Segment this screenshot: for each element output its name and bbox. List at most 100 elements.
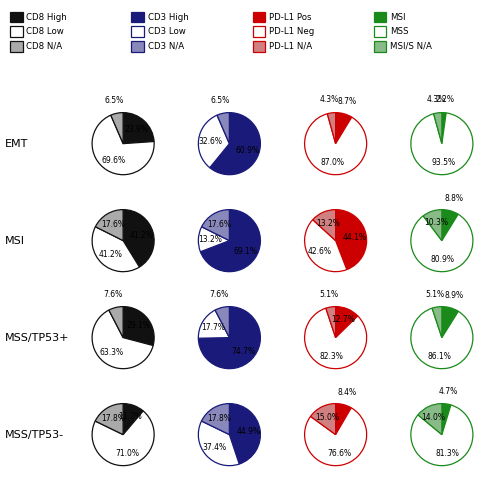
Text: 37.4%: 37.4% [203, 443, 227, 452]
Text: MSS: MSS [390, 27, 409, 36]
Text: 87.0%: 87.0% [321, 158, 345, 167]
Text: 5.1%: 5.1% [426, 289, 444, 299]
Text: 17.6%: 17.6% [208, 220, 232, 229]
Text: 7.6%: 7.6% [210, 290, 229, 299]
Text: 12.7%: 12.7% [331, 315, 355, 325]
Text: 42.6%: 42.6% [308, 247, 332, 256]
Text: 8.9%: 8.9% [444, 291, 464, 300]
Text: 41.2%: 41.2% [130, 231, 154, 240]
Text: 63.3%: 63.3% [99, 348, 123, 357]
Text: MSI: MSI [390, 13, 406, 21]
Text: 4.3%: 4.3% [320, 96, 340, 104]
Wedge shape [304, 408, 366, 466]
Wedge shape [432, 306, 442, 338]
Wedge shape [217, 113, 230, 143]
Text: 6.5%: 6.5% [104, 96, 124, 105]
Wedge shape [310, 404, 336, 435]
Wedge shape [411, 405, 473, 466]
Wedge shape [210, 113, 260, 175]
Text: 17.7%: 17.7% [201, 323, 225, 332]
Text: 4.3%: 4.3% [426, 96, 446, 104]
Wedge shape [200, 210, 260, 272]
Text: 17.8%: 17.8% [207, 414, 231, 423]
Text: 80.9%: 80.9% [431, 255, 455, 264]
Text: CD3 Low: CD3 Low [148, 27, 186, 36]
Wedge shape [198, 115, 230, 168]
Wedge shape [111, 113, 123, 143]
Text: 8.7%: 8.7% [338, 97, 357, 106]
Wedge shape [92, 115, 154, 175]
Text: 69.6%: 69.6% [101, 156, 125, 164]
Wedge shape [442, 210, 458, 241]
Text: 82.3%: 82.3% [319, 352, 343, 361]
Text: 17.6%: 17.6% [101, 220, 125, 229]
Wedge shape [336, 113, 352, 143]
Wedge shape [202, 404, 230, 435]
Text: 23.9%: 23.9% [124, 125, 148, 134]
Wedge shape [198, 421, 239, 466]
Wedge shape [442, 404, 451, 435]
Wedge shape [198, 310, 230, 338]
Text: 2.2%: 2.2% [436, 95, 454, 104]
Wedge shape [326, 306, 336, 338]
Text: PD-L1 Pos: PD-L1 Pos [269, 13, 312, 21]
Wedge shape [442, 306, 458, 338]
Text: 13.2%: 13.2% [316, 219, 340, 227]
Text: 93.5%: 93.5% [431, 158, 455, 167]
Text: 60.9%: 60.9% [236, 145, 260, 155]
Text: MSS/TP53+: MSS/TP53+ [5, 333, 70, 343]
Wedge shape [418, 404, 442, 435]
Text: CD8 High: CD8 High [26, 13, 67, 21]
Text: 41.2%: 41.2% [98, 250, 122, 259]
Text: 74.7%: 74.7% [231, 346, 255, 356]
Wedge shape [123, 404, 143, 435]
Wedge shape [411, 308, 473, 368]
Text: 8.4%: 8.4% [338, 387, 356, 397]
Text: 29.1%: 29.1% [126, 322, 150, 330]
Text: 32.6%: 32.6% [198, 137, 222, 145]
Text: 6.5%: 6.5% [211, 96, 230, 105]
Text: CD3 High: CD3 High [148, 13, 188, 21]
Text: EMT: EMT [5, 139, 28, 149]
Wedge shape [336, 210, 366, 269]
Wedge shape [215, 306, 230, 338]
Text: 86.1%: 86.1% [428, 352, 452, 361]
Wedge shape [411, 113, 473, 175]
Wedge shape [109, 306, 123, 338]
Text: 13.2%: 13.2% [198, 235, 222, 244]
Text: 44.1%: 44.1% [342, 233, 366, 242]
Text: PD-L1 N/A: PD-L1 N/A [269, 42, 312, 51]
Wedge shape [336, 306, 358, 338]
Text: 76.6%: 76.6% [328, 449, 351, 458]
Text: 7.6%: 7.6% [103, 290, 122, 299]
Wedge shape [423, 210, 442, 241]
Wedge shape [336, 404, 351, 435]
Wedge shape [198, 227, 230, 252]
Wedge shape [95, 404, 123, 435]
Text: 14.0%: 14.0% [422, 413, 446, 422]
Text: 17.8%: 17.8% [101, 414, 125, 423]
Text: CD3 N/A: CD3 N/A [148, 42, 184, 51]
Text: MSI/S N/A: MSI/S N/A [390, 42, 432, 51]
Wedge shape [202, 210, 230, 241]
Wedge shape [123, 113, 154, 143]
Wedge shape [198, 306, 260, 368]
Wedge shape [92, 411, 154, 466]
Wedge shape [304, 308, 366, 368]
Text: PD-L1 Neg: PD-L1 Neg [269, 27, 314, 36]
Text: MSI: MSI [5, 236, 25, 245]
Text: 10.3%: 10.3% [424, 218, 448, 227]
Wedge shape [304, 114, 366, 175]
Wedge shape [123, 306, 154, 346]
Wedge shape [92, 227, 140, 272]
Text: 5.1%: 5.1% [319, 289, 338, 299]
Text: 71.0%: 71.0% [115, 449, 139, 458]
Text: 15.0%: 15.0% [315, 413, 339, 422]
Wedge shape [434, 113, 442, 143]
Wedge shape [312, 210, 336, 241]
Wedge shape [123, 210, 154, 267]
Wedge shape [328, 113, 336, 143]
Wedge shape [96, 210, 123, 241]
Wedge shape [92, 310, 153, 368]
Wedge shape [411, 214, 473, 272]
